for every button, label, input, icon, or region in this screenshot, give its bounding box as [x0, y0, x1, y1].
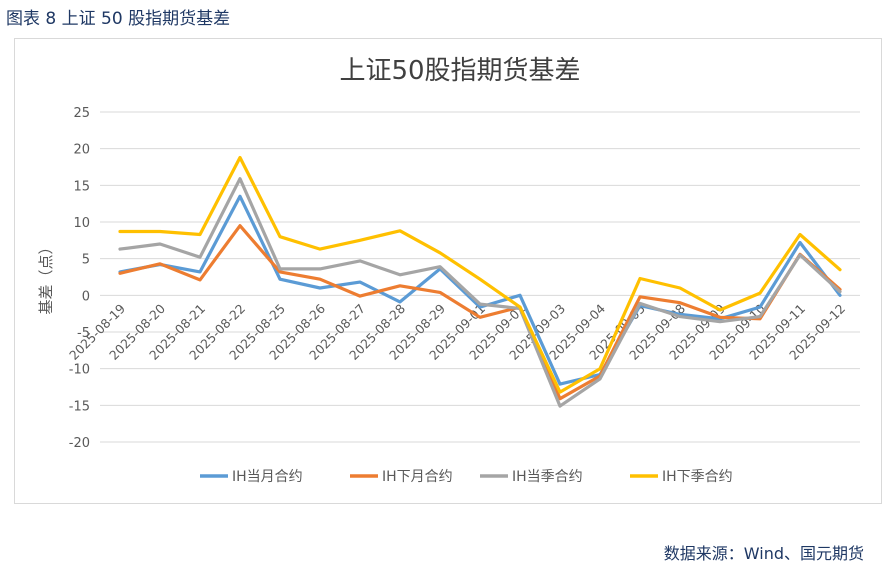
source-note: 数据来源：Wind、国元期货: [663, 544, 864, 563]
series-line: [118, 155, 842, 394]
series-line: [118, 177, 842, 408]
y-tick-label: 5: [82, 253, 90, 268]
y-tick-label: -5: [77, 326, 90, 341]
chart-title: 上证50股指期货基差: [339, 56, 580, 86]
y-tick-label: 0: [82, 289, 90, 304]
legend-label: IH下季合约: [662, 469, 733, 485]
y-tick-label: -10: [69, 363, 90, 378]
y-tick-label: -15: [69, 399, 90, 414]
y-tick-label: -20: [69, 436, 90, 451]
legend-label: IH当季合约: [512, 469, 583, 485]
figure-caption: 图表 8 上证 50 股指期货基差: [6, 9, 231, 29]
legend-label: IH当月合约: [232, 469, 303, 485]
y-tick-label: 15: [73, 179, 90, 194]
y-tick-label: 10: [73, 216, 90, 231]
y-tick-label: 25: [73, 106, 90, 121]
y-axis-label: 基差（点）: [37, 239, 55, 314]
basis-line-chart: 上证50股指期货基差-20-15-10-50510152025基差（点）2025…: [37, 56, 860, 485]
y-tick-label: 20: [73, 143, 90, 158]
series-line: [118, 224, 842, 401]
chart-frame: 上证50股指期货基差 -20 -15 -10 -5 0 5 10 15 20 25 基差（点） 2025…: [14, 38, 882, 504]
legend-label: IH下月合约: [382, 469, 453, 485]
